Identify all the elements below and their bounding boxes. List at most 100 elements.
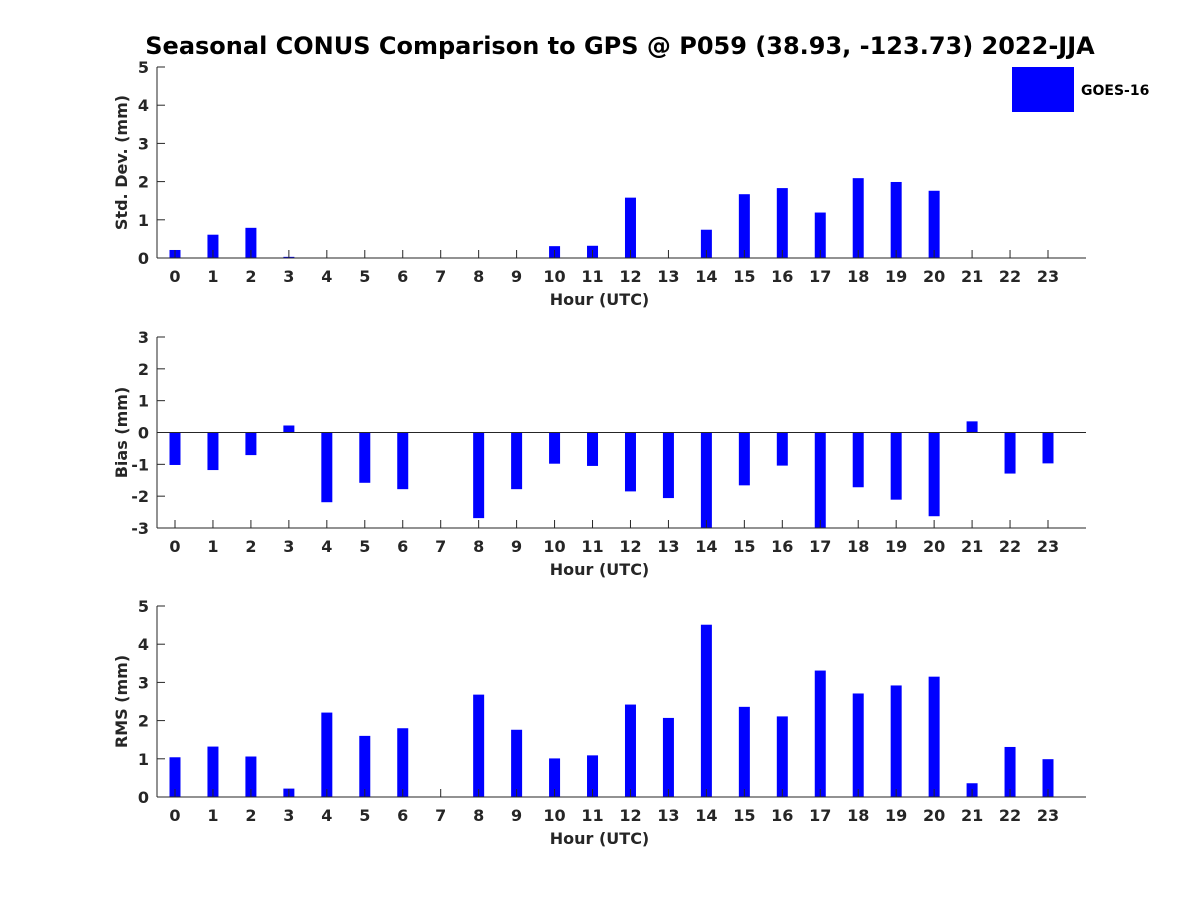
rms-x-tick-label: 14 — [695, 806, 717, 825]
stddev-x-tick-label: 10 — [543, 267, 565, 286]
bias-x-tick-label: 14 — [695, 537, 717, 556]
bias-bar — [283, 425, 295, 433]
bias-x-tick-label: 6 — [397, 537, 408, 556]
rms-x-tick-label: 9 — [511, 806, 522, 825]
rms-x-tick-label: 1 — [207, 806, 218, 825]
rms-bar — [662, 717, 674, 797]
rms-bar — [624, 704, 636, 797]
rms-y-tick-label: 0 — [138, 788, 149, 807]
stddev-y-tick-label: 4 — [138, 96, 149, 115]
bias-x-tick-label: 20 — [923, 537, 945, 556]
stddev-bar — [245, 227, 257, 258]
bias-panel: 0 1 2 3 4 5 6 7 8 9 10 11 12 13 14 15 16 17 18 19 20 21 22 23-3… — [112, 328, 1086, 579]
stddev-x-tick-label: 16 — [771, 267, 793, 286]
bias-bar — [700, 432, 712, 528]
stddev-x-tick-label: 9 — [511, 267, 522, 286]
bias-y-tick-label: -3 — [131, 519, 149, 538]
rms-x-tick-label: 0 — [169, 806, 180, 825]
rms-x-tick-label: 19 — [885, 806, 907, 825]
stddev-x-tick-label: 8 — [473, 267, 484, 286]
bias-bar — [245, 432, 257, 456]
bias-y-axis-label: Bias (mm) — [112, 387, 131, 479]
rms-x-tick-label: 8 — [473, 806, 484, 825]
rms-bar — [397, 728, 409, 797]
bias-y-tick-label: -1 — [131, 455, 149, 474]
stddev-x-tick-label: 20 — [923, 267, 945, 286]
bias-bar — [776, 432, 788, 466]
rms-bar — [207, 746, 219, 797]
rms-bar — [814, 670, 826, 797]
rms-bar — [549, 758, 561, 797]
rms-bar — [359, 735, 371, 797]
bias-x-tick-label: 18 — [847, 537, 869, 556]
stddev-x-tick-label: 15 — [733, 267, 755, 286]
stddev-x-tick-label: 0 — [169, 267, 180, 286]
bias-bar — [852, 432, 864, 488]
stddev-x-axis-label: Hour (UTC) — [550, 290, 650, 309]
rms-x-tick-label: 10 — [543, 806, 565, 825]
rms-x-tick-label: 21 — [961, 806, 983, 825]
rms-x-tick-label: 13 — [657, 806, 679, 825]
bias-bar — [207, 432, 219, 471]
bias-bar — [624, 432, 636, 492]
bias-x-tick-label: 4 — [321, 537, 332, 556]
bias-x-tick-label: 10 — [543, 537, 565, 556]
bias-bar — [1004, 432, 1016, 474]
bias-x-tick-label: 1 — [207, 537, 218, 556]
stddev-bar — [207, 234, 219, 258]
bias-y-tick-label: 1 — [138, 392, 149, 411]
rms-x-tick-label: 3 — [283, 806, 294, 825]
rms-x-tick-label: 22 — [999, 806, 1021, 825]
bias-x-tick-label: 19 — [885, 537, 907, 556]
bias-y-tick-label: 0 — [138, 424, 149, 443]
bias-x-tick-label: 12 — [619, 537, 641, 556]
bias-x-tick-label: 17 — [809, 537, 831, 556]
stddev-bar — [738, 194, 750, 258]
rms-y-tick-label: 5 — [138, 597, 149, 616]
bias-bar — [890, 432, 902, 500]
rms-x-tick-label: 23 — [1037, 806, 1059, 825]
rms-bar — [852, 693, 864, 797]
rms-x-tick-label: 12 — [619, 806, 641, 825]
rms-bar — [1042, 759, 1054, 797]
stddev-x-tick-label: 7 — [435, 267, 446, 286]
stddev-panel: 0 1 2 3 4 5 6 7 8 9 10 11 12 13 14 15 16 17 18 19 20 21 22 2301… — [112, 58, 1086, 309]
bias-x-tick-label: 21 — [961, 537, 983, 556]
stddev-bar — [700, 229, 712, 258]
stddev-bar — [814, 212, 826, 258]
bias-bar — [928, 432, 940, 517]
rms-x-tick-label: 16 — [771, 806, 793, 825]
bias-bar — [321, 432, 333, 503]
rms-x-tick-label: 18 — [847, 806, 869, 825]
bias-y-tick-label: -2 — [131, 487, 149, 506]
rms-bar — [1004, 746, 1016, 797]
stddev-y-axis-label: Std. Dev. (mm) — [112, 95, 131, 230]
stddev-y-tick-label: 1 — [138, 211, 149, 230]
rms-bar — [890, 685, 902, 797]
bias-bar — [511, 432, 523, 490]
bias-x-axis-label: Hour (UTC) — [550, 560, 650, 579]
stddev-bar — [852, 178, 864, 258]
stddev-x-tick-label: 19 — [885, 267, 907, 286]
rms-x-tick-label: 4 — [321, 806, 332, 825]
bias-bar — [169, 432, 181, 465]
stddev-x-tick-label: 2 — [245, 267, 256, 286]
legend-swatch — [1012, 67, 1074, 112]
rms-bar — [738, 706, 750, 797]
stddev-x-tick-label: 18 — [847, 267, 869, 286]
rms-x-tick-label: 2 — [245, 806, 256, 825]
rms-x-tick-label: 6 — [397, 806, 408, 825]
bias-bar — [1042, 432, 1054, 464]
figure-title: Seasonal CONUS Comparison to GPS @ P059 … — [145, 32, 1095, 60]
bias-bar — [549, 432, 561, 464]
stddev-x-tick-label: 22 — [999, 267, 1021, 286]
stddev-bar — [776, 188, 788, 258]
rms-y-tick-label: 1 — [138, 750, 149, 769]
stddev-x-tick-label: 23 — [1037, 267, 1059, 286]
stddev-x-tick-label: 5 — [359, 267, 370, 286]
stddev-y-tick-label: 0 — [138, 249, 149, 268]
rms-y-axis-label: RMS (mm) — [112, 655, 131, 748]
bias-x-tick-label: 0 — [169, 537, 180, 556]
stddev-x-tick-label: 11 — [581, 267, 603, 286]
